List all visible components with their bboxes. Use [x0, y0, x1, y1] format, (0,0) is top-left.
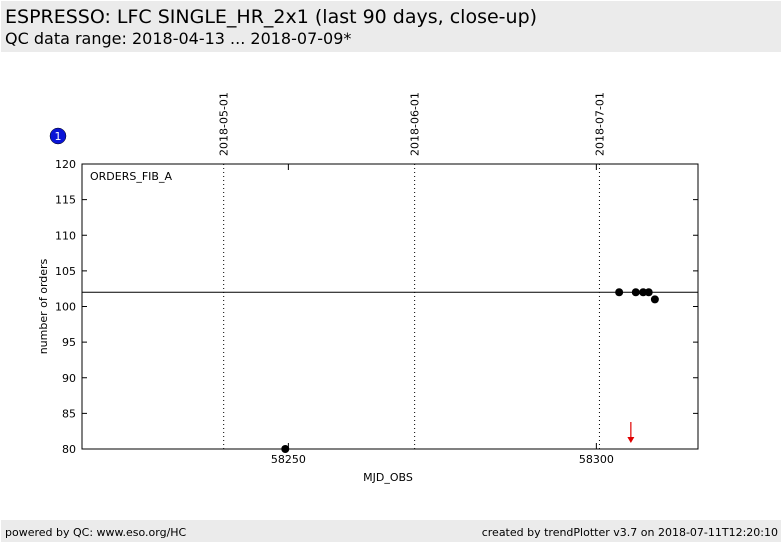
y-axis-label: number of orders — [37, 258, 50, 354]
footer-left: powered by QC: www.eso.org/HC — [5, 526, 187, 539]
chart: 1 80 85 90 95 100 105 110 115 120 58250 58300 2018-… — [37, 92, 699, 484]
y-tick-label: 115 — [55, 194, 76, 207]
badge: 1 — [55, 130, 62, 143]
x-tick-label: 58300 — [579, 453, 614, 466]
date-label: 2018-05-01 — [218, 92, 231, 156]
footer: powered by QC: www.eso.org/HC created by… — [1, 520, 781, 542]
y-tick-label: 105 — [55, 265, 76, 278]
data-point — [639, 288, 648, 297]
data-point — [281, 445, 290, 453]
y-tick-label: 110 — [55, 229, 76, 242]
footer-right: created by trendPlotter v3.7 on 2018-07-… — [481, 526, 778, 539]
page-title: ESPRESSO: LFC SINGLE_HR_2x1 (last 90 day… — [5, 6, 538, 28]
data-point — [615, 288, 624, 297]
badge-circle — [49, 127, 67, 145]
date-label: 2018-06-01 — [409, 92, 422, 156]
data-point — [644, 288, 653, 297]
header: ESPRESSO: LFC SINGLE_HR_2x1 (last 90 day… — [1, 1, 781, 52]
y-tick-label: 90 — [62, 372, 76, 385]
outlier-arrow — [627, 422, 635, 443]
x-tick-label: 58250 — [271, 453, 306, 466]
data-point — [650, 295, 659, 304]
y-tick-label: 120 — [55, 158, 76, 171]
plot-frame — [81, 163, 699, 450]
outlier-arrow-part — [627, 437, 635, 443]
y-tick-label: 85 — [62, 407, 76, 420]
y-tick-label: 80 — [62, 443, 76, 456]
y-tick-label: 100 — [55, 301, 76, 314]
x-axis-label: MJD_OBS — [363, 471, 413, 484]
date-label: 2018-07-01 — [593, 92, 606, 156]
annotation: ORDERS_FIB_A — [90, 170, 172, 183]
data-point — [631, 288, 640, 297]
y-tick-label: 95 — [62, 336, 76, 349]
page-subtitle: QC data range: 2018-04-13 ... 2018-07-09… — [5, 29, 352, 48]
